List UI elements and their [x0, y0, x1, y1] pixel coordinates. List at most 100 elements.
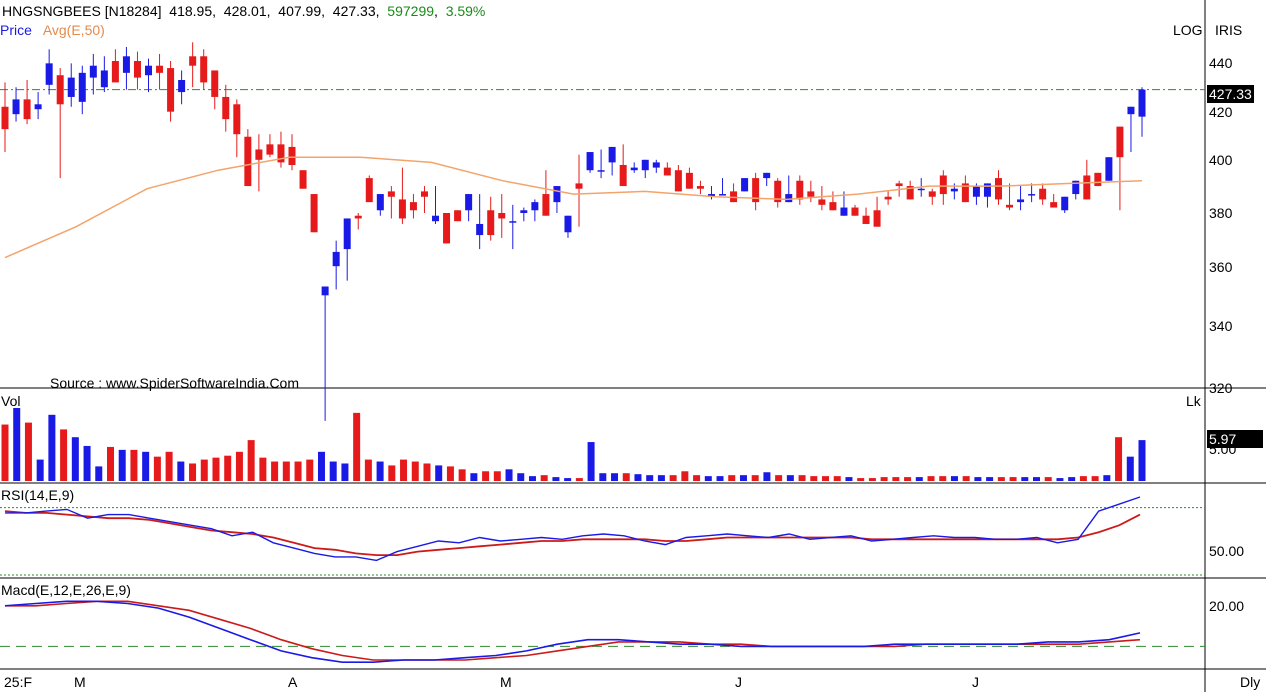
x-axis-label: A [288, 674, 298, 690]
price-tick: 420 [1209, 104, 1233, 120]
volume-bar [165, 451, 173, 481]
x-axis-label: 25:F [4, 674, 33, 690]
legend: Price Avg(E,50) [0, 22, 105, 38]
candle-body [200, 56, 208, 83]
volume-bar [353, 412, 361, 481]
candle-body [321, 286, 329, 296]
volume-bar [294, 461, 302, 481]
price-tick: 440 [1209, 55, 1233, 71]
volume-bar [95, 466, 103, 481]
volume-bar [435, 465, 443, 481]
candle-body [906, 186, 914, 200]
volume-bar [36, 459, 44, 481]
price-tick: 320 [1209, 380, 1233, 396]
candle-body [1039, 188, 1047, 200]
volume-bar [341, 463, 349, 481]
volume-bar [118, 449, 126, 481]
candle-body [89, 65, 97, 78]
candle-body [641, 159, 649, 171]
candle-body [387, 191, 395, 197]
candle-body [1050, 202, 1058, 208]
source-label: Source : www.SpiderSoftwareIndia.Com [50, 375, 299, 391]
candle-body [707, 194, 715, 197]
close-value: 427.33 [332, 3, 376, 19]
candle-body [774, 180, 782, 203]
rsi-tick: 50.00 [1209, 543, 1245, 559]
candle-body [840, 207, 848, 216]
candle-body [310, 194, 318, 233]
candle-body [608, 146, 616, 163]
volume-bar [751, 475, 759, 481]
rsi-signal-line [4, 510, 1141, 556]
candle-body [1, 106, 9, 130]
candle-body [1094, 172, 1102, 187]
candle-body [553, 186, 561, 203]
candle-body [630, 167, 638, 171]
volume-bar [622, 473, 630, 481]
volume-bar [599, 473, 607, 481]
candle-body [509, 221, 517, 223]
volume-bar [775, 475, 783, 481]
open-value: 418.95 [169, 3, 213, 19]
volume-bar [1033, 477, 1041, 481]
volume-bar [564, 478, 572, 481]
volume-bar [927, 476, 935, 481]
volume-bar [200, 459, 208, 481]
volume-bar [13, 408, 21, 481]
candle-body [961, 183, 969, 203]
candle-body [244, 136, 252, 187]
candle-body [685, 172, 693, 189]
volume-bar [634, 474, 642, 481]
candle-body [67, 77, 75, 97]
candle-body [619, 164, 627, 187]
iris-label: IRIS [1215, 22, 1243, 38]
volume-bar [388, 465, 396, 481]
candle-body [277, 144, 285, 163]
volume-bar [1091, 476, 1099, 481]
x-axis-label: J [735, 674, 742, 690]
candle-body [719, 194, 727, 196]
candle-body [1138, 89, 1146, 117]
candle-body [122, 56, 130, 73]
volume-panel [1, 408, 1146, 481]
candle-body [950, 188, 958, 192]
candle-body [520, 210, 528, 213]
volume-bar [528, 476, 536, 481]
interval-label[interactable]: Dly [1240, 674, 1261, 690]
volume-bar [540, 475, 548, 481]
candle-body [487, 210, 495, 236]
vol-label: Vol [1, 393, 21, 409]
candle-body [994, 178, 1002, 200]
volume-bar [364, 459, 372, 481]
volume-bar [915, 477, 923, 481]
volume-bar [446, 466, 454, 481]
rsi-line [5, 496, 1141, 562]
volume-bar [505, 469, 513, 481]
candle-body [288, 146, 296, 165]
candle-body [873, 210, 881, 227]
candle-body [741, 178, 749, 192]
candle-body [178, 80, 186, 93]
volume-bar [282, 461, 290, 481]
volume-bar [189, 463, 197, 481]
x-axis-label: M [74, 674, 86, 690]
legend-price: Price [0, 22, 32, 38]
rsi-panel [0, 496, 1205, 576]
log-toggle[interactable]: LOG [1173, 22, 1203, 38]
candle-body [917, 188, 925, 191]
candle-body [884, 196, 892, 200]
macd-panel [0, 600, 1205, 663]
last-price-badge: 427.33 [1207, 85, 1254, 103]
candle-body [34, 104, 42, 110]
candle-body [663, 167, 671, 176]
volume-bar [552, 477, 560, 481]
candle-body [420, 191, 428, 197]
volume-bar [493, 471, 501, 481]
high-value: 428.01 [223, 3, 267, 19]
candle-body [597, 170, 605, 172]
volume-bar [1115, 437, 1123, 481]
candle-body [156, 65, 164, 73]
volume-value: 597299 [387, 3, 435, 19]
